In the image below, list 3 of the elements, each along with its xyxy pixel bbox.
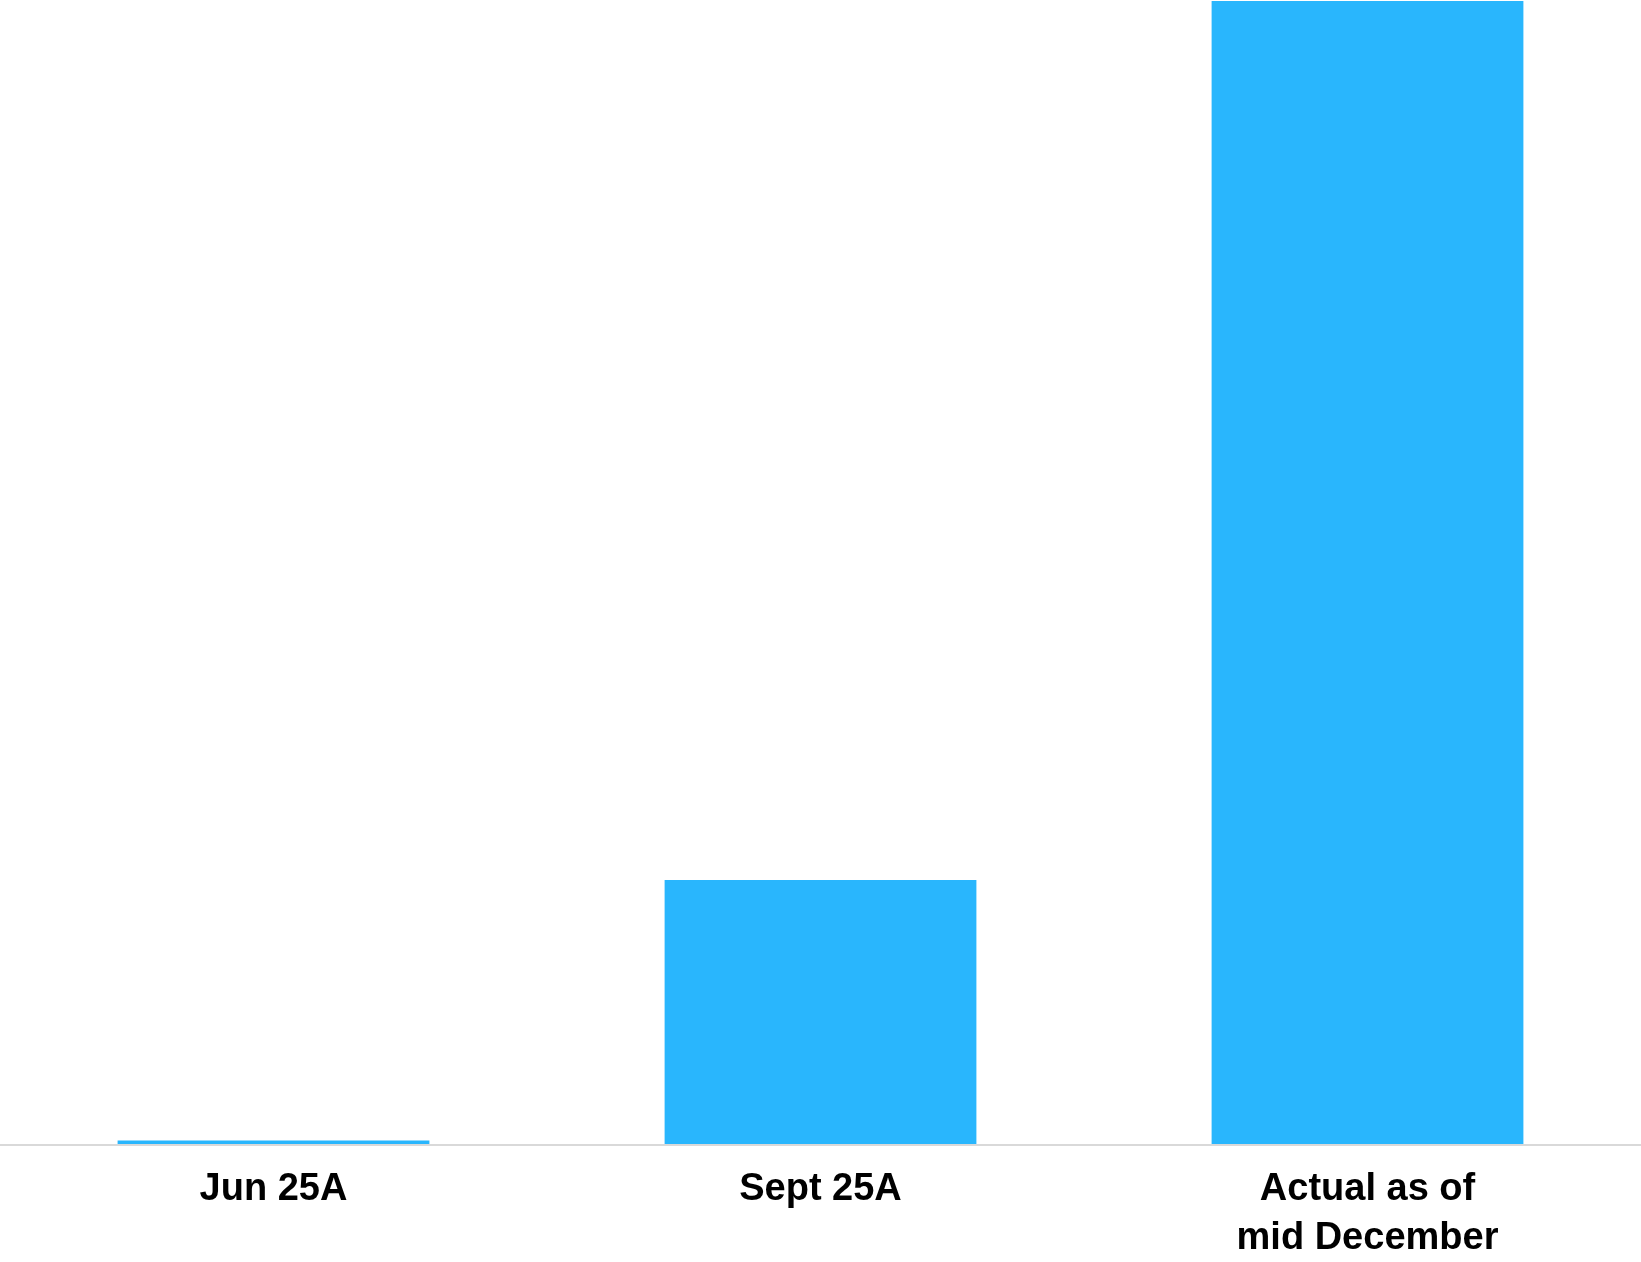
x-tick-label: Sept 25A: [739, 1165, 902, 1208]
x-tick-label: Actual as of mid December: [1236, 1165, 1499, 1257]
x-tick-label: Jun 25A: [199, 1165, 348, 1208]
